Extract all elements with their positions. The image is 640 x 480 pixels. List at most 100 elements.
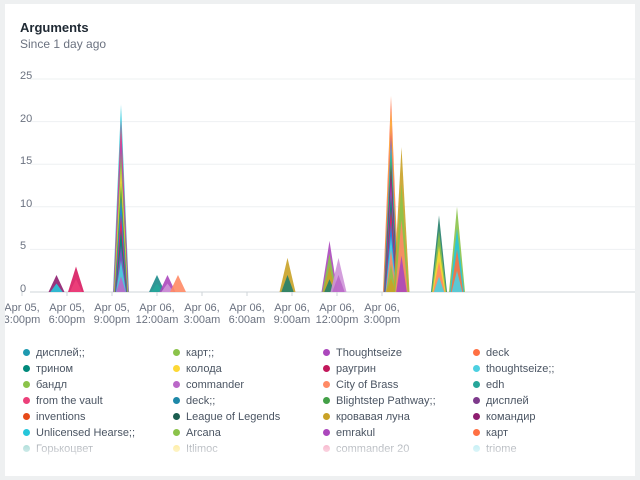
legend-label: трином (36, 363, 74, 375)
legend-item[interactable]: deck (473, 345, 613, 361)
series-peak[interactable] (68, 266, 84, 292)
legend-item[interactable]: дисплей (473, 393, 613, 409)
series-peak[interactable] (159, 274, 176, 292)
series-peak[interactable] (330, 257, 347, 292)
y-tick-label: 25 (20, 70, 33, 82)
legend-item[interactable]: from the vault (23, 393, 163, 409)
legend-item[interactable]: дисплей;; (23, 345, 163, 361)
x-tick-label: Apr 06, 12:00pm (315, 302, 359, 326)
legend-swatch (323, 428, 330, 436)
legend-item[interactable]: Itlimoc (173, 441, 313, 457)
legend-label: from the vault (36, 395, 103, 407)
chart-panel: Arguments Since 1 day ago 25 20 15 10 5 0 Apr… (5, 4, 635, 476)
series-peak[interactable] (170, 274, 186, 292)
legend-label: Blightstep Pathway;; (336, 395, 436, 407)
legend-item[interactable]: Thoughtseize (323, 345, 463, 361)
legend-label: командир (486, 411, 536, 423)
area-segment (48, 274, 65, 292)
legend-item[interactable]: Arcana (173, 425, 313, 441)
legend-item[interactable]: Blightstep Pathway;; (323, 393, 463, 409)
legend-item[interactable]: inventions (23, 409, 163, 425)
panel-title: Arguments (20, 20, 89, 35)
legend-label: карт;; (186, 347, 215, 359)
y-tick-label: 15 (20, 155, 33, 168)
legend-item[interactable]: раугрин (323, 361, 463, 377)
legend-swatch (23, 364, 30, 372)
x-tick-label: Apr 06, 3:00am (183, 302, 221, 326)
area-segment (281, 274, 294, 292)
legend-swatch (173, 412, 180, 420)
legend-swatch (473, 380, 480, 388)
area-segment (451, 270, 463, 292)
legend-label: дисплей (486, 395, 529, 407)
legend-label: emrakul (336, 427, 376, 439)
legend-swatch (473, 428, 480, 436)
area-segment (149, 274, 165, 292)
legend-swatch (23, 428, 30, 436)
series-peak[interactable] (279, 257, 296, 292)
legend-item[interactable]: карт (473, 425, 613, 441)
area-segment (161, 283, 174, 292)
legend-item[interactable]: edh (473, 377, 613, 393)
legend-item[interactable]: deck;; (173, 393, 313, 409)
legend-item[interactable]: Горькоцвет (23, 441, 163, 457)
legend-label: кровавая луна (336, 411, 410, 423)
legend-item[interactable]: City of Brass (323, 377, 463, 393)
legend-item[interactable]: командир (473, 409, 613, 425)
legend-label: City of Brass (336, 379, 399, 391)
area-segment (396, 255, 407, 292)
legend-label: Горькоцвет (36, 443, 94, 455)
series-peak[interactable] (48, 274, 65, 292)
legend-swatch (323, 412, 330, 420)
legend-label: League of Legends (186, 411, 281, 423)
series-peak[interactable] (393, 147, 410, 292)
legend-item[interactable]: commander (173, 377, 313, 393)
legend-swatch (23, 348, 30, 356)
legend-label: бандл (36, 379, 68, 391)
legend-label: Thoughtseize (336, 347, 403, 359)
legend-item[interactable]: League of Legends (173, 409, 313, 425)
legend-item[interactable]: колода (173, 361, 313, 377)
legend-item[interactable]: thoughtseize;; (473, 361, 613, 377)
legend-item[interactable]: emrakul (323, 425, 463, 441)
legend-swatch (173, 396, 180, 404)
legend-swatch (473, 412, 480, 420)
legend-swatch (23, 444, 30, 452)
legend-item[interactable]: commander 20 (323, 441, 463, 457)
legend-item[interactable]: трином (23, 361, 163, 377)
legend-label: inventions (36, 411, 86, 423)
x-tick-label: Apr 06, 6:00am (228, 302, 266, 326)
area-segment (433, 276, 445, 292)
legend-label: Itlimoc (186, 443, 218, 455)
legend-swatch (173, 348, 180, 356)
series-peak[interactable] (113, 104, 129, 293)
legend-label: deck;; (186, 395, 216, 407)
series-peak[interactable] (449, 206, 465, 292)
area-chart[interactable] (5, 4, 635, 344)
series-peak[interactable] (431, 215, 447, 292)
y-tick-label: 0 (20, 283, 27, 295)
legend-swatch (173, 428, 180, 436)
area-segment (50, 283, 63, 292)
series-peak[interactable] (383, 96, 399, 292)
area-segment (386, 278, 396, 292)
legend-item[interactable]: triome (473, 441, 613, 457)
legend-item[interactable]: карт;; (173, 345, 313, 361)
legend-item[interactable]: кровавая луна (323, 409, 463, 425)
legend-swatch (323, 348, 330, 356)
legend-swatch (173, 444, 180, 452)
legend-swatch (23, 396, 30, 404)
legend-item[interactable]: Unlicensed Hearse;; (23, 425, 163, 441)
y-tick-label: 10 (20, 197, 33, 210)
legend-label: commander 20 (336, 443, 410, 455)
legend-swatch (23, 412, 30, 420)
legend-label: дисплей;; (36, 347, 85, 359)
legend-label: edh (486, 379, 505, 391)
series-peak[interactable] (149, 274, 165, 292)
legend-label: карт (486, 427, 509, 439)
x-tick-label: Apr 06, 9:00am (273, 302, 311, 326)
y-tick-label: 20 (20, 112, 33, 125)
legend-label: commander (186, 379, 245, 391)
legend-item[interactable]: бандл (23, 377, 163, 393)
area-segment (116, 276, 126, 292)
